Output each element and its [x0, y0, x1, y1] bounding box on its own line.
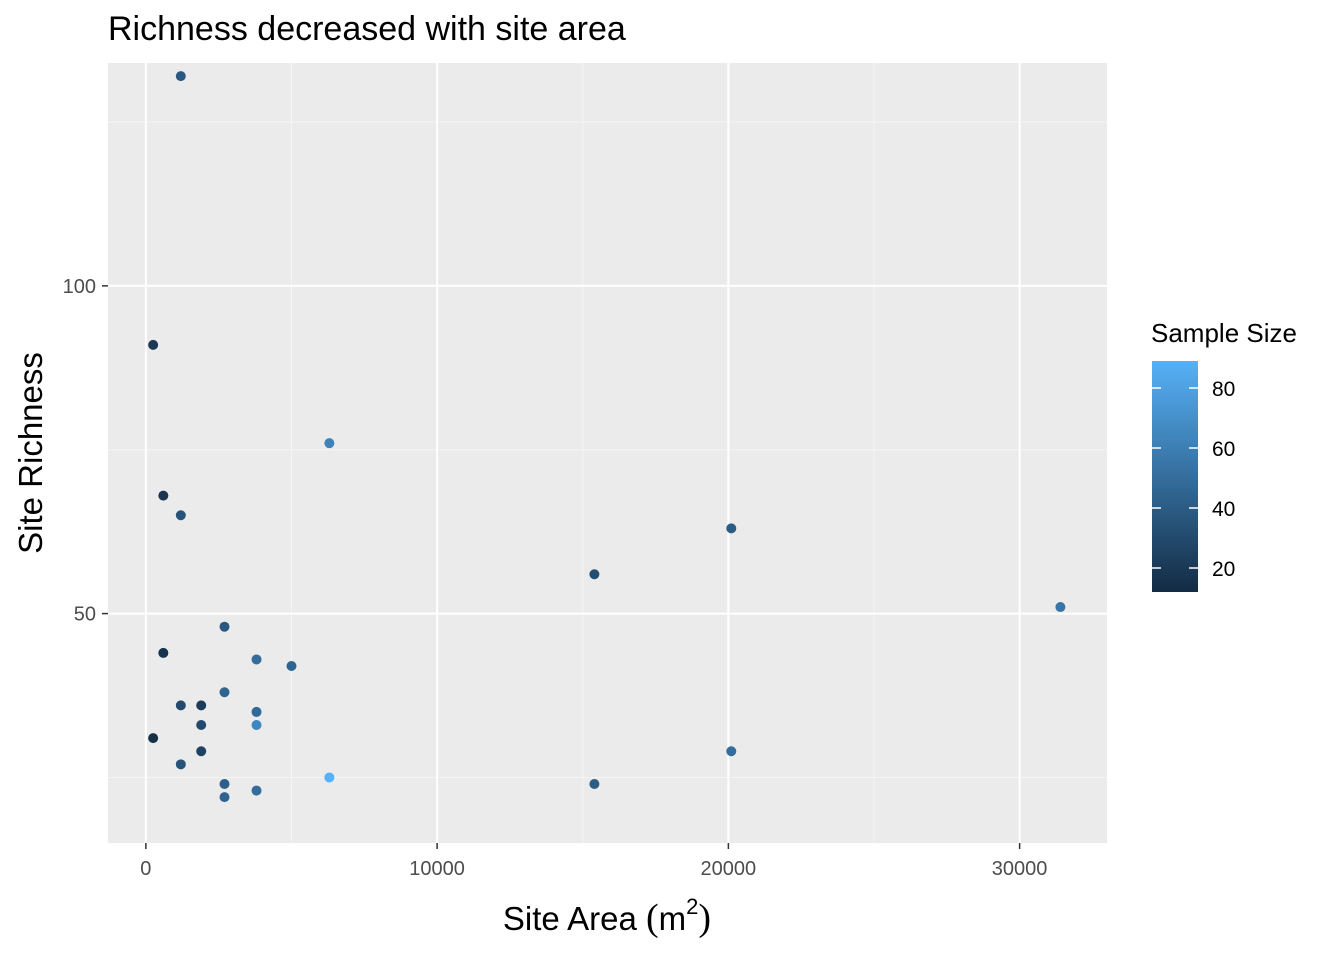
legend-title: Sample Size — [1151, 318, 1297, 348]
data-point — [219, 687, 230, 698]
x-axis: 0 10000 20000 30000 — [140, 843, 1047, 880]
data-point — [175, 700, 186, 711]
data-point — [175, 71, 186, 82]
y-axis: 50 100 — [63, 276, 108, 626]
plot-panel — [108, 63, 1107, 843]
data-point — [589, 779, 600, 790]
data-point — [158, 490, 169, 501]
data-point — [158, 647, 169, 658]
data-point — [589, 569, 600, 580]
data-point — [251, 706, 262, 717]
y-axis-title: Site Richness — [12, 352, 49, 554]
data-point — [219, 621, 230, 632]
legend-tick-label: 20 — [1212, 558, 1235, 581]
data-point — [324, 438, 335, 449]
legend-tick-label: 80 — [1212, 378, 1235, 401]
data-point — [219, 779, 230, 790]
legend-tick-label: 60 — [1212, 438, 1235, 461]
data-point — [324, 772, 335, 783]
data-point — [1055, 602, 1066, 613]
data-point — [251, 720, 262, 731]
color-legend: Sample Size 20 40 60 80 — [1151, 318, 1297, 592]
data-point — [148, 733, 159, 744]
data-point — [726, 746, 737, 757]
data-points — [148, 71, 1066, 803]
legend-colorbar — [1152, 361, 1198, 592]
y-tick-label: 50 — [74, 604, 96, 626]
data-point — [196, 720, 207, 731]
major-gridlines — [108, 63, 1107, 843]
x-tick-label: 20000 — [701, 858, 757, 880]
legend-tick-label: 40 — [1212, 498, 1235, 521]
data-point — [175, 510, 186, 521]
minor-gridlines — [108, 63, 1107, 843]
x-tick-label: 0 — [140, 858, 151, 880]
data-point — [196, 700, 207, 711]
x-tick-label: 30000 — [992, 858, 1048, 880]
y-tick-label: 100 — [63, 276, 96, 298]
data-point — [286, 661, 297, 672]
x-axis-title: Site Area (m2) — [503, 894, 711, 939]
data-point — [251, 785, 262, 796]
data-point — [726, 523, 737, 534]
legend-ticks: 20 40 60 80 — [1152, 378, 1235, 581]
data-point — [251, 654, 262, 665]
x-tick-label: 10000 — [409, 858, 465, 880]
data-point — [175, 759, 186, 770]
data-point — [148, 339, 159, 350]
chart-title: Richness decreased with site area — [108, 10, 626, 48]
data-point — [196, 746, 207, 757]
data-point — [219, 792, 230, 803]
